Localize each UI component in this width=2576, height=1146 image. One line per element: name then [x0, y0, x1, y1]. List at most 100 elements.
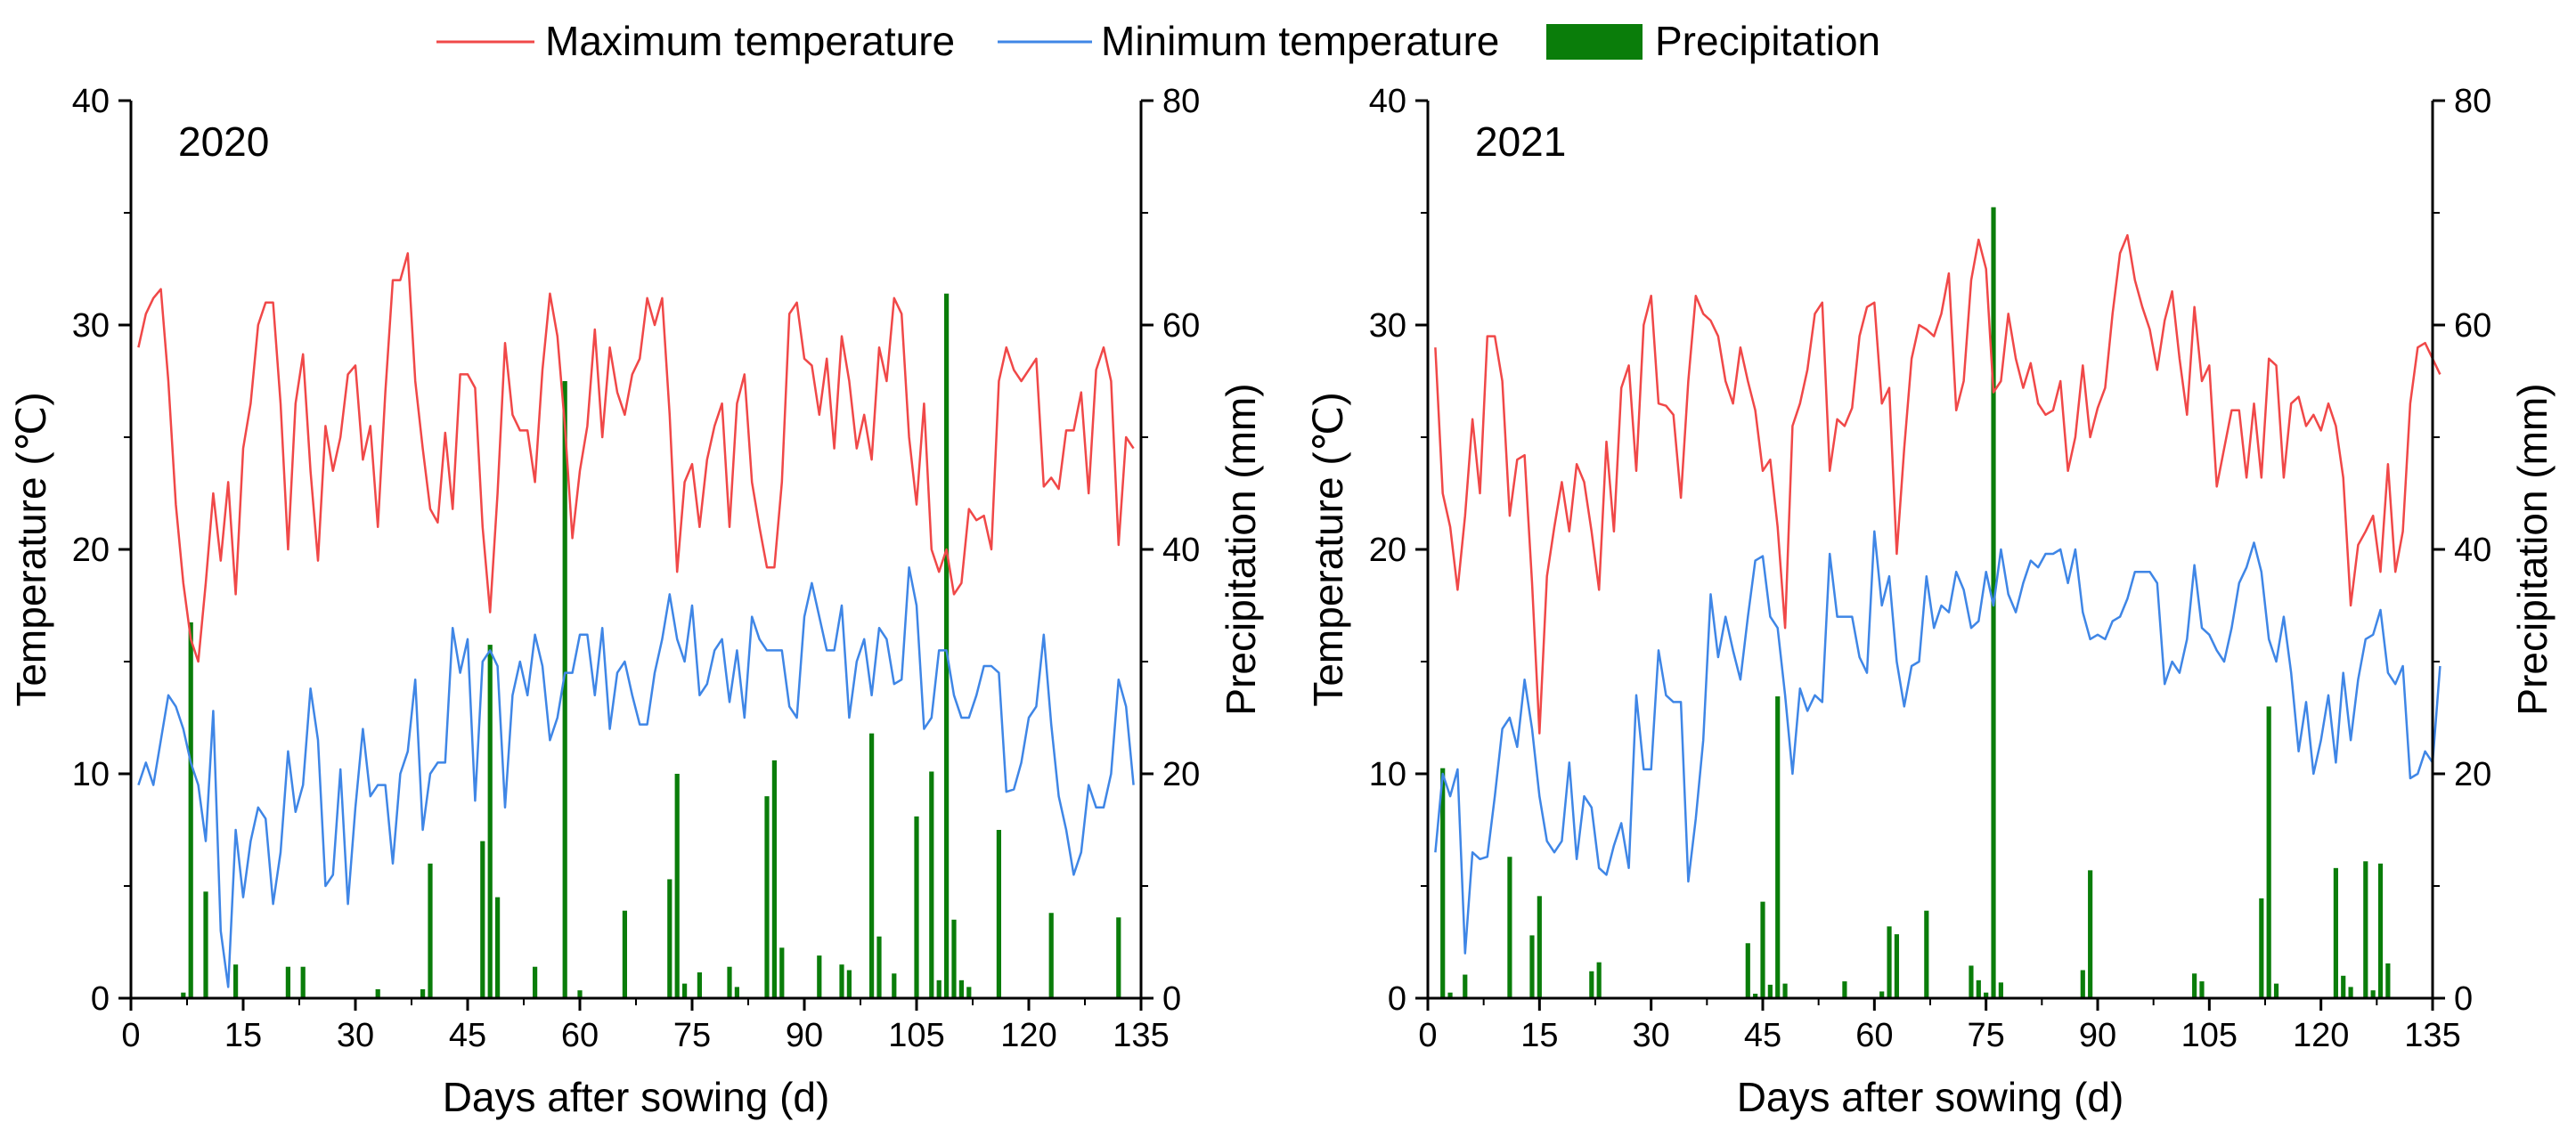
precip-bar	[420, 988, 426, 998]
y2-tick-label: 20	[1162, 756, 1200, 793]
precip-bar	[771, 760, 778, 998]
precip-bar	[727, 966, 732, 998]
precip-bar	[839, 964, 844, 998]
panel-year-label: 2020	[178, 118, 269, 165]
precip-bar	[1440, 768, 1446, 998]
x-tick-label: 135	[1113, 1017, 1169, 1054]
y-axis-title: Temperature (℃)	[8, 392, 54, 706]
precip-bar	[487, 645, 493, 998]
precip-bar	[958, 979, 965, 998]
precip-bar	[1760, 901, 1765, 998]
min-temperature-line	[1434, 530, 2441, 955]
precip-bar	[2273, 983, 2279, 998]
precip-bar	[2088, 870, 2093, 998]
y2-tick-label: 40	[2454, 532, 2491, 569]
precip-bar	[562, 381, 567, 998]
y-tick-label: 0	[1388, 980, 1406, 1018]
legend-precip-label: Precipitation	[1655, 18, 1880, 64]
x-tick-label: 45	[449, 1017, 486, 1054]
precip-bar	[2333, 867, 2338, 998]
precip-bar	[734, 987, 740, 998]
precip-bar	[951, 919, 957, 998]
chart-panel-2021: 0 15 30 45 60 75 90 105 120 135010203040020406080…	[1305, 83, 2556, 1120]
precip-bar	[1529, 935, 1535, 998]
precip-bar	[2377, 863, 2384, 998]
x-tick-label: 60	[1855, 1017, 1893, 1054]
precip-bar	[1745, 943, 1750, 998]
precip-bar	[1537, 896, 1542, 998]
precip-bar	[480, 841, 485, 998]
y2-axis-title: Precipitation (mm)	[2509, 383, 2556, 715]
precip-bar	[1507, 857, 1512, 998]
precip-bar	[1753, 993, 1758, 998]
y-tick-label: 30	[72, 307, 110, 345]
x-tick-label: 0	[121, 1017, 140, 1054]
x-tick-label: 45	[1744, 1017, 1781, 1054]
precip-bar	[697, 972, 703, 998]
precip-bar	[1984, 992, 1989, 998]
precip-bar	[1894, 934, 1899, 998]
precip-bar	[779, 947, 785, 998]
chart-panel-2020: 0 15 30 45 60 75 90 105 120 135010203040020406080…	[8, 83, 1264, 1120]
y-tick-label: 20	[1369, 532, 1406, 569]
y2-tick-label: 0	[1162, 980, 1181, 1018]
y2-axis-title: Precipitation (mm)	[1218, 383, 1264, 715]
precip-bar	[2341, 975, 2346, 998]
x-axis-title: Days after sowing (d)	[443, 1074, 830, 1120]
precip-bar	[943, 293, 950, 999]
precip-bar	[1589, 971, 1594, 998]
precip-bar	[1842, 981, 1847, 998]
precip-bar	[846, 970, 852, 998]
precip-bar	[667, 879, 673, 998]
precip-bar	[494, 897, 501, 998]
min-temperature-line	[137, 565, 1135, 988]
precip-bar	[2199, 981, 2205, 998]
precip-bar	[876, 936, 882, 998]
x-tick-label: 105	[888, 1017, 944, 1054]
x-tick-label: 0	[1418, 1017, 1437, 1054]
x-tick-label: 75	[673, 1017, 711, 1054]
x-tick-label: 120	[1000, 1017, 1056, 1054]
x-tick-label: 30	[1633, 1017, 1670, 1054]
precip-bar	[892, 973, 897, 998]
precip-bar	[532, 966, 538, 998]
x-tick-label: 90	[2079, 1017, 2116, 1054]
precip-bar	[1447, 992, 1453, 998]
precip-bar	[622, 910, 628, 998]
precip-bar	[300, 966, 306, 998]
max-temperature-line	[1434, 233, 2441, 735]
precip-bar	[2363, 861, 2368, 998]
precip-bar	[375, 988, 380, 998]
y-tick-label: 0	[91, 980, 110, 1018]
precip-bar	[1976, 979, 1981, 998]
y-tick-label: 20	[72, 532, 110, 569]
precip-bar	[914, 816, 919, 998]
precip-bar	[1998, 982, 2003, 998]
y-tick-label: 40	[1369, 83, 1406, 120]
precip-bar	[1463, 974, 1468, 998]
y2-tick-label: 80	[2454, 83, 2491, 120]
precip-bar	[764, 796, 770, 998]
y2-tick-label: 0	[2454, 980, 2473, 1018]
x-tick-label: 90	[786, 1017, 823, 1054]
precip-bar	[1887, 926, 1892, 998]
y-axis-title: Temperature (℃)	[1305, 392, 1351, 706]
x-axis-title: Days after sowing (d)	[1737, 1074, 2124, 1120]
precip-bar	[674, 774, 680, 998]
precip-bar	[577, 990, 583, 998]
precip-bar	[2385, 963, 2391, 998]
precip-bar	[232, 964, 239, 998]
precip-bar	[996, 830, 1002, 998]
y2-tick-label: 60	[2454, 307, 2491, 345]
precip-bar	[1775, 696, 1781, 998]
precip-bar	[1048, 913, 1054, 998]
x-tick-label: 60	[561, 1017, 599, 1054]
precip-bar	[1767, 984, 1773, 998]
y-tick-label: 40	[72, 83, 110, 120]
precip-bar	[1879, 991, 1885, 998]
precip-bar	[188, 622, 193, 998]
precip-bar	[817, 955, 822, 998]
x-tick-label: 15	[1520, 1017, 1558, 1054]
y-tick-label: 10	[1369, 756, 1406, 793]
precip-bar	[2080, 970, 2085, 998]
